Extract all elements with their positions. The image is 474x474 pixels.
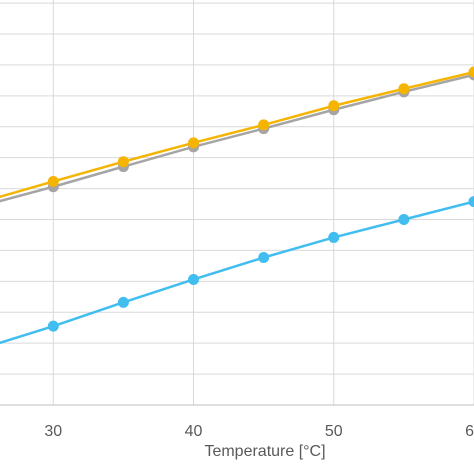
data-point — [258, 252, 270, 264]
data-point — [188, 273, 200, 285]
data-point — [117, 296, 129, 308]
x-tick-label: 30 — [44, 423, 62, 440]
data-point — [398, 83, 410, 95]
x-tick-label: 50 — [325, 423, 343, 440]
data-point — [468, 66, 474, 78]
data-point — [117, 156, 129, 168]
x-tick-label: 40 — [185, 423, 203, 440]
data-point — [398, 214, 410, 226]
data-point — [188, 137, 200, 149]
data-point — [328, 231, 340, 243]
series-line — [0, 200, 474, 345]
data-point — [468, 196, 474, 208]
data-point — [328, 100, 340, 112]
data-point — [47, 320, 59, 332]
x-axis-label: Temperature [°C] — [204, 443, 325, 460]
series-line — [0, 73, 474, 203]
data-point — [258, 119, 270, 131]
series-line — [0, 70, 474, 199]
x-tick-label: 60 — [465, 423, 474, 440]
data-point — [47, 175, 59, 187]
